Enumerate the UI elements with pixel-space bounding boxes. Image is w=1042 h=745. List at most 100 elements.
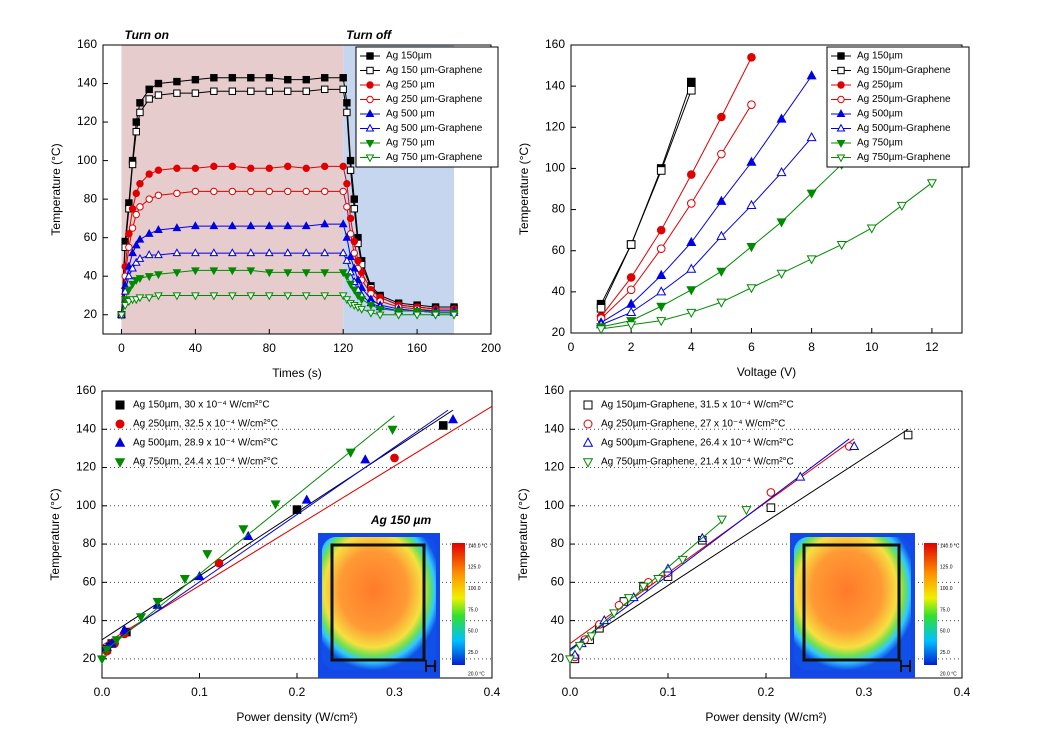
marker [338,292,348,301]
colorbar-label: 50.0 [940,629,950,635]
marker [247,164,255,173]
colorbar-label: 50.0 [468,629,478,635]
marker [154,225,163,234]
marker [179,574,190,585]
marker [609,609,620,619]
y-axis-label: Temperature (°C) [517,143,531,235]
marker [747,53,756,62]
marker [106,637,117,648]
marker [365,109,375,118]
marker [365,139,375,148]
x-tick-label: 0.1 [660,685,677,699]
marker [687,199,696,208]
marker [836,109,846,118]
plot-frame [569,390,963,679]
marker [283,292,293,301]
marker [366,52,374,60]
x-tick-label: 80 [263,341,277,355]
marker [836,241,847,251]
y-tick-label: 20 [551,651,565,665]
marker [346,166,355,174]
y-tick-label: 120 [77,114,97,128]
marker [339,162,347,171]
marker [366,81,374,89]
fit-line [101,409,449,650]
x-tick-label: 10 [865,340,879,354]
marker [716,515,727,525]
marker [228,162,237,171]
marker [564,655,576,665]
y-tick-label: 40 [84,268,98,282]
y-tick-label: 40 [552,284,566,298]
marker [365,123,375,132]
marker [227,267,237,276]
marker [145,85,153,94]
marker [338,248,348,257]
marker [210,162,218,171]
y-tick-label: 100 [77,153,97,167]
marker [806,131,817,142]
marker [144,250,154,259]
marker [342,255,352,264]
x-tick-label: 0.3 [386,685,403,699]
x-tick-label: 0.0 [562,685,579,699]
marker [320,269,330,278]
marker [202,550,213,560]
marker [366,309,376,318]
plot-frame [570,44,963,334]
marker [747,100,756,109]
marker [191,267,200,276]
marker [626,321,637,331]
marker [135,294,145,303]
legend-label: Ag 750 µm-Graphene [386,152,483,163]
marker [136,108,144,117]
marker [656,244,666,253]
marker [353,292,363,301]
marker [214,558,224,568]
y-tick-label: 140 [77,76,97,90]
marker [265,87,273,95]
marker [686,263,697,273]
legend-label: Ag 250 µm [386,80,435,91]
marker [247,74,255,82]
marker [390,453,399,463]
y-tick-label: 140 [545,78,565,92]
legend-label: Ag 150µm [386,51,432,62]
marker [656,225,666,235]
marker [387,425,398,435]
marker [154,191,163,199]
y-tick-label: 60 [84,230,98,244]
x-tick-label: 200 [481,341,501,355]
marker [144,273,154,282]
y-tick-label: 140 [544,421,564,435]
marker [926,179,937,189]
marker [320,219,330,228]
marker [412,307,422,316]
marker [301,221,311,230]
marker [339,74,347,82]
marker [173,189,181,198]
y-tick-label: 140 [76,421,96,435]
marker [866,224,877,234]
marker [717,149,726,159]
marker [227,292,237,301]
marker [626,240,636,249]
marker [96,655,108,665]
y-tick-label: 80 [83,536,97,550]
marker [656,317,667,327]
marker [321,85,329,94]
marker [346,280,355,289]
inset-title: Ag 150 µm [370,513,432,527]
marker [837,66,845,75]
marker [154,166,163,174]
y-tick-label: 120 [545,119,565,133]
marker [131,240,141,249]
marker [283,248,293,257]
y-tick-label: 160 [544,383,564,397]
marker [806,255,817,265]
marker [128,160,137,169]
marker [447,414,459,424]
marker [125,243,133,252]
marker [342,273,352,282]
marker [136,203,144,211]
